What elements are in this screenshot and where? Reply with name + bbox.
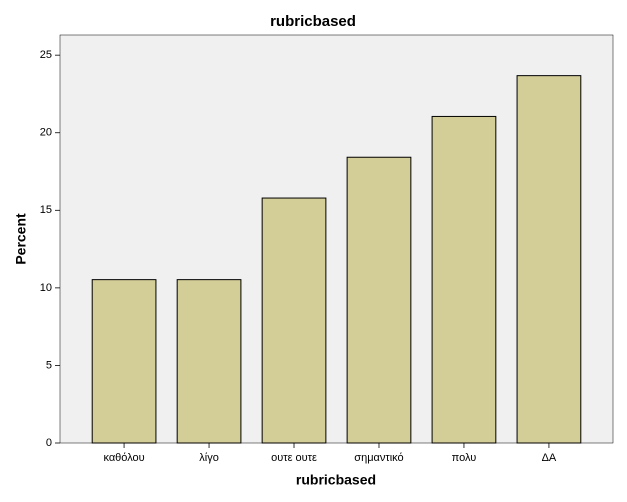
x-tick-label: πολυ bbox=[452, 452, 477, 464]
x-tick-label: σημαντικό bbox=[354, 452, 403, 464]
bar bbox=[516, 75, 582, 444]
x-tick-label: λίγο bbox=[199, 452, 219, 464]
x-axis-title: rubricbased bbox=[296, 472, 376, 488]
bar bbox=[431, 115, 497, 444]
x-tick-label: ουτε ουτε bbox=[271, 452, 317, 464]
x-tick-label: καθόλου bbox=[103, 452, 144, 464]
bar bbox=[176, 279, 242, 444]
x-tick-label: ΔΑ bbox=[542, 452, 557, 464]
y-tick-label: 25 bbox=[40, 49, 52, 61]
y-tick-label: 10 bbox=[40, 282, 52, 294]
bar bbox=[346, 156, 412, 444]
y-tick-label: 0 bbox=[46, 437, 52, 449]
bar bbox=[91, 279, 157, 444]
y-tick-label: 5 bbox=[46, 359, 52, 371]
bar bbox=[261, 197, 327, 444]
chart-title: rubricbased bbox=[270, 13, 356, 30]
y-tick-label: 15 bbox=[40, 204, 52, 216]
y-axis-title: Percent bbox=[13, 213, 29, 265]
y-tick-label: 20 bbox=[40, 127, 52, 139]
